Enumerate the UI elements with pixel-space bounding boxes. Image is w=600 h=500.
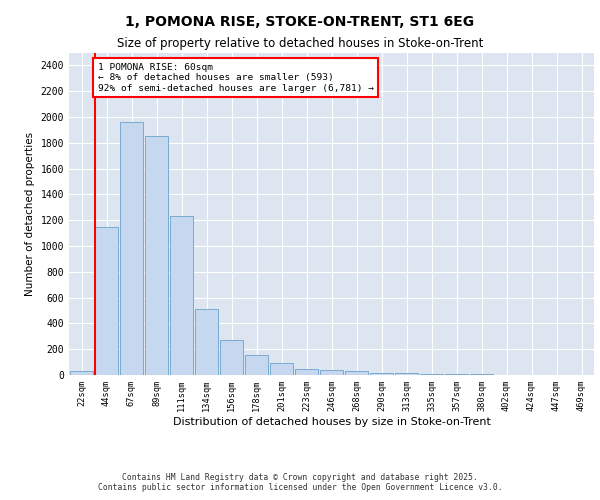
Bar xyxy=(320,370,343,375)
Bar xyxy=(470,374,493,375)
Bar xyxy=(395,373,418,375)
Bar xyxy=(345,371,368,375)
Bar xyxy=(295,368,318,375)
Bar xyxy=(445,374,468,375)
Bar xyxy=(195,309,218,375)
Bar xyxy=(70,372,93,375)
Bar xyxy=(245,355,268,375)
Bar xyxy=(220,340,243,375)
Text: Size of property relative to detached houses in Stoke-on-Trent: Size of property relative to detached ho… xyxy=(117,38,483,51)
Bar xyxy=(145,136,168,375)
Bar xyxy=(95,226,118,375)
Bar xyxy=(370,372,393,375)
Bar xyxy=(420,374,443,375)
X-axis label: Distribution of detached houses by size in Stoke-on-Trent: Distribution of detached houses by size … xyxy=(173,417,490,427)
Text: 1 POMONA RISE: 60sqm
← 8% of detached houses are smaller (593)
92% of semi-detac: 1 POMONA RISE: 60sqm ← 8% of detached ho… xyxy=(98,63,374,92)
Text: 1, POMONA RISE, STOKE-ON-TRENT, ST1 6EG: 1, POMONA RISE, STOKE-ON-TRENT, ST1 6EG xyxy=(125,15,475,29)
Y-axis label: Number of detached properties: Number of detached properties xyxy=(25,132,35,296)
Bar xyxy=(270,364,293,375)
Text: Contains HM Land Registry data © Crown copyright and database right 2025.
Contai: Contains HM Land Registry data © Crown c… xyxy=(98,473,502,492)
Bar xyxy=(170,216,193,375)
Bar xyxy=(120,122,143,375)
